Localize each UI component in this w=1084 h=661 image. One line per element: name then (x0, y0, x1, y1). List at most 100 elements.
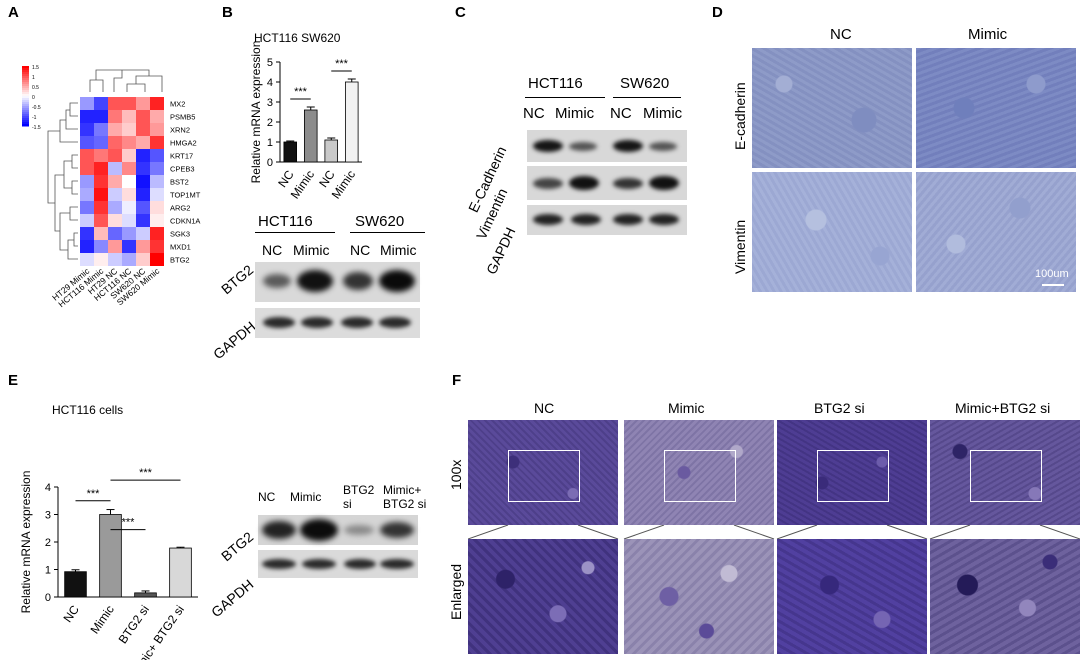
ihc-row-vimentin: Vimentin (732, 219, 748, 274)
heatmap-cell (108, 110, 122, 123)
heatmap-cell (136, 201, 150, 214)
heatmap-cell (108, 240, 122, 253)
band (569, 176, 599, 190)
panel-letter-f: F (452, 372, 462, 389)
y-tick-label: 2 (45, 537, 51, 549)
heatmap-cell (94, 253, 108, 266)
heatmap-row-labels: MX2 PSMB5 XRN2 HMGA2 KRT17 CPEB3 BST2 TOP1MT ARG… (170, 100, 201, 265)
ihc-image-ecad-mimic (916, 48, 1076, 168)
heatmap-cell (122, 175, 136, 188)
band (569, 142, 597, 151)
ihc-row-ecadherin: E-cadherin (732, 82, 748, 150)
panel-letter-b: B (222, 4, 233, 21)
heatmap-cell (108, 214, 122, 227)
y-tick-label: 1 (45, 565, 51, 577)
legend-swatch (22, 78, 29, 81)
legend-swatch (22, 88, 29, 91)
transwell-col-mimic: Mimic (668, 400, 705, 416)
blot-c-line-1 (525, 97, 605, 98)
blot-c-lane-2: Mimic (555, 105, 595, 122)
zoom-box (817, 450, 889, 502)
heatmap-row-dendrogram (47, 102, 78, 260)
legend-swatch (22, 92, 29, 95)
transwell-col-mimic-btg2si: Mimic+BTG2 si (955, 400, 1051, 416)
panel-letter-e: E (8, 372, 19, 389)
heatmap-cell (94, 201, 108, 214)
x-tick-label: Mimic (88, 603, 117, 637)
heatmap-cell (80, 123, 94, 136)
heatmap-row-label: CDKN1A (170, 217, 200, 226)
heatmap-cell (122, 97, 136, 110)
band (533, 140, 563, 152)
heatmap-row-label: MXD1 (170, 243, 191, 252)
legend-swatch (22, 90, 29, 93)
heatmap-cell (80, 136, 94, 149)
heatmap-row-label: CPEB3 (170, 165, 195, 174)
legend-tick-label: 0.5 (32, 85, 39, 91)
heatmap-cell (122, 227, 136, 240)
x-tick-label: NC (61, 602, 83, 625)
blot-b-row-btg2: BTG2 (218, 261, 257, 298)
blot-b-btg2-strip (255, 262, 420, 302)
y-axis-label: Relative mRNA expression (19, 471, 33, 614)
legend-swatch (22, 74, 29, 77)
scale-bar-label: 100um (1035, 268, 1069, 280)
heatmap-cell (122, 149, 136, 162)
bar (99, 514, 122, 598)
band (344, 559, 376, 569)
heatmap-row-label: ARG2 (170, 204, 190, 213)
blot-b-lane-1: NC (262, 242, 283, 258)
heatmap-row-label: PSMB5 (170, 113, 195, 122)
blot-e-lane-3: BTG2 si (343, 483, 375, 511)
ihc-col-nc: NC (830, 26, 852, 43)
ihc-image-vim-nc (752, 172, 912, 292)
band (380, 559, 414, 569)
y-tick-label: 5 (267, 57, 273, 69)
blot-c-gapdh-strip (527, 205, 687, 235)
transwell-enlarged-mimic (624, 539, 774, 654)
scale-bar (1042, 284, 1064, 286)
heatmap-cell (108, 201, 122, 214)
legend-swatch (22, 66, 29, 69)
legend-swatch (22, 110, 29, 113)
y-tick-label: 4 (45, 482, 51, 494)
heatmap-cell (108, 123, 122, 136)
heatmap-cell (94, 240, 108, 253)
significance-label: *** (122, 517, 136, 529)
bar (283, 141, 298, 163)
y-tick-label: 2 (267, 117, 273, 129)
transwell-col-btg2si: BTG2 si (814, 400, 865, 416)
blot-b-row-gapdh: GAPDH (210, 317, 259, 363)
heatmap-cell (150, 188, 164, 201)
y-tick-label: 3 (267, 97, 273, 109)
legend-tick-label: 1 (32, 75, 35, 81)
panel-letter-a: A (8, 4, 19, 21)
blot-e: NC Mimic BTG2 si Mimic+ BTG2 si BTG2 GAP… (200, 480, 440, 620)
legend-tick-label: -0.5 (32, 105, 41, 111)
heatmap-cell (136, 214, 150, 227)
heatmap-cell (136, 123, 150, 136)
heatmap-cell (122, 123, 136, 136)
blot-b: HCT116 SW620 NC Mimic NC Mimic BTG2 GAPD… (200, 210, 430, 362)
band (649, 214, 679, 225)
y-tick-label: 4 (267, 77, 273, 89)
heatmap-cell (122, 136, 136, 149)
legend-swatch (22, 108, 29, 111)
transwell-enlarged-btg2si (777, 539, 927, 654)
legend-tick-label: -1 (32, 115, 37, 121)
chart-title: HCT116 SW620 (254, 31, 341, 45)
legend-swatch (22, 98, 29, 101)
heatmap-cell (108, 188, 122, 201)
legend-swatch (22, 102, 29, 105)
zoom-box (664, 450, 736, 502)
band (262, 559, 296, 569)
heatmap-cell (108, 136, 122, 149)
zoom-lines (468, 525, 1080, 539)
blot-c-line-2 (613, 97, 681, 98)
blot-c-lane-3: NC (610, 105, 632, 122)
legend-swatch (22, 122, 29, 125)
ihc-image-ecad-nc (752, 48, 912, 168)
blot-c-header-hct116: HCT116 (528, 75, 583, 92)
legend-swatch (22, 80, 29, 83)
